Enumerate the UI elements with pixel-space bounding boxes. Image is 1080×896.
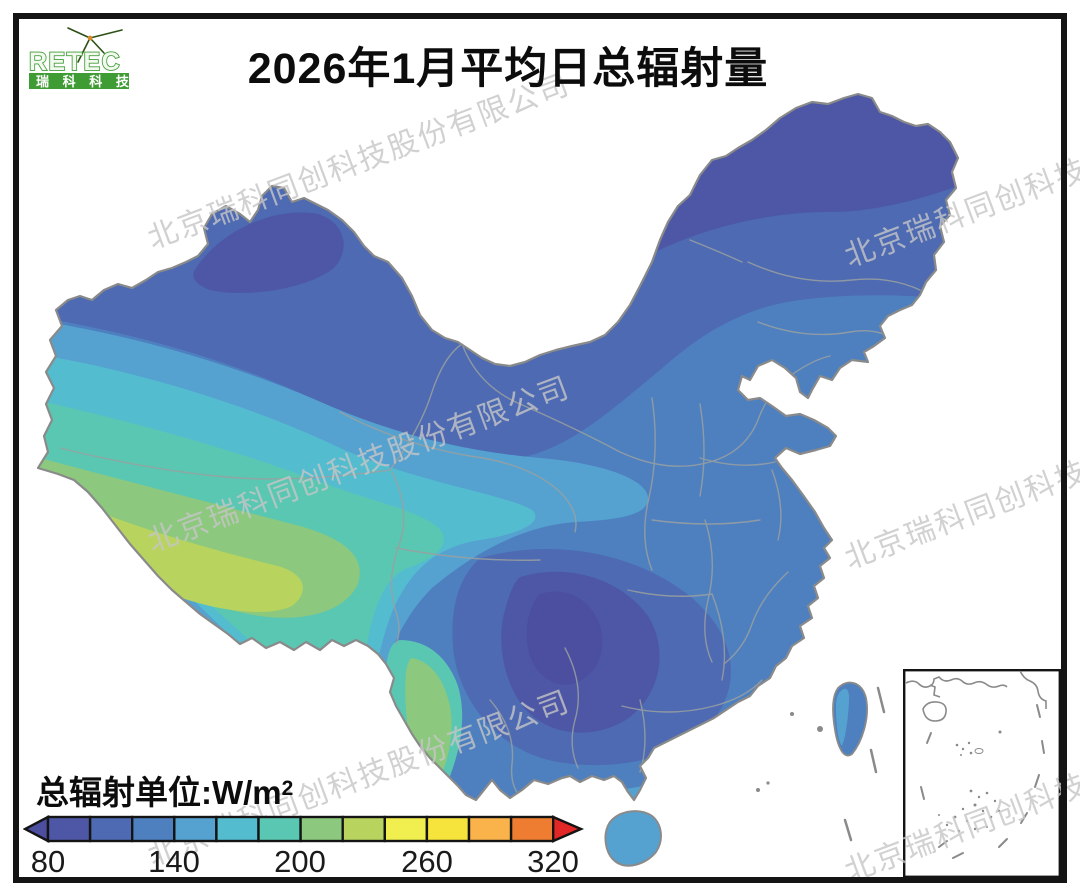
- colorbar-tick-320: 320: [527, 844, 579, 879]
- china-coastline: [36, 92, 960, 802]
- map-title: 2026年1月平均日总辐射量: [247, 45, 769, 93]
- inset-island-dots: [938, 730, 1002, 833]
- inset-nine-dash-line: [920, 704, 1045, 859]
- colorbar-tick-200: 200: [274, 844, 326, 879]
- colorbar-tick-140: 140: [148, 844, 200, 879]
- colorbar-tick-80: 80: [30, 844, 66, 879]
- inset-coastline: [905, 670, 1047, 722]
- colorbar: [23, 815, 585, 843]
- colorbar-segments: [46, 815, 555, 843]
- band-80-100-altai: [193, 212, 344, 294]
- legend-unit-label: 总辐射单位:W/m2: [36, 766, 293, 814]
- band-220-240-south-tibet: [87, 508, 303, 613]
- band-sichuan-core-below-80: [526, 591, 603, 685]
- colorbar-tick-260: 260: [401, 844, 453, 879]
- logo-brand-text: RETEC: [29, 48, 121, 76]
- sea-islands-dashes: [756, 686, 886, 842]
- colorbar-above-max-arrow: [552, 815, 585, 843]
- taiwan-island: [832, 681, 868, 757]
- logo-brand-cn: 瑞 科 科 技: [36, 74, 134, 89]
- province-borders: [59, 239, 921, 795]
- logo-banner: [29, 73, 129, 89]
- turbine-hub: [87, 35, 93, 41]
- legend-unit-sup: 2: [281, 777, 294, 800]
- south-china-sea-inset: [903, 669, 1062, 879]
- retec-logo: RETEC 瑞 科 科 技: [28, 27, 134, 89]
- legend-unit-prefix: 总辐射单位:W/m: [36, 774, 282, 811]
- hainan-island: [604, 810, 662, 867]
- wind-turbine-icon: [67, 27, 123, 63]
- colorbar-below-min-arrow: [23, 815, 50, 843]
